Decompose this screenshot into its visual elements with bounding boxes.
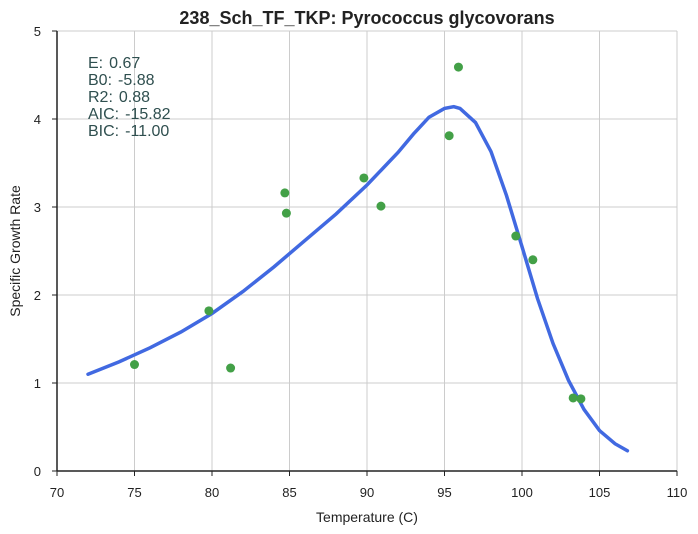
- x-axis-label: Temperature (C): [316, 509, 418, 525]
- data-point: [226, 363, 236, 373]
- data-point: [204, 306, 214, 316]
- tick-labels: 70 75 80 85 90 95 100 105 110 0 1 2 3 4 5: [34, 24, 688, 500]
- stat-name: AIC:: [88, 106, 119, 123]
- stat-line: AIC: -15.82: [88, 106, 171, 123]
- y-tick-label: 0: [34, 464, 41, 479]
- x-tick-label: 100: [511, 485, 533, 500]
- y-tick-label: 4: [34, 112, 41, 127]
- y-tick-label: 5: [34, 24, 41, 39]
- data-point: [359, 173, 369, 183]
- stat-name: BIC:: [88, 123, 119, 140]
- x-tick-label: 95: [437, 485, 451, 500]
- data-point: [376, 201, 386, 211]
- y-axis-label: Specific Growth Rate: [7, 185, 23, 317]
- x-tick-label: 80: [205, 485, 219, 500]
- stat-name: E:: [88, 55, 103, 72]
- stat-line: B0: -5.88: [88, 72, 155, 89]
- stat-name: R2:: [88, 89, 113, 106]
- stat-line: BIC: -11.00: [88, 123, 169, 140]
- data-point: [453, 62, 463, 72]
- y-tick-label: 3: [34, 200, 41, 215]
- data-point: [281, 208, 291, 218]
- x-tick-label: 110: [667, 485, 688, 500]
- chart-title: 238_Sch_TF_TKP: Pyrococcus glycovorans: [179, 8, 554, 28]
- data-point: [130, 360, 139, 370]
- data-point: [568, 393, 578, 403]
- stat-line: R2: 0.88: [88, 89, 150, 106]
- stat-value: -5.88: [118, 72, 155, 89]
- x-tick-label: 90: [360, 485, 374, 500]
- stat-value: 0.88: [119, 89, 150, 106]
- fit-curve: [86, 104, 630, 453]
- data-point: [511, 231, 521, 241]
- y-tick-label: 1: [34, 376, 41, 391]
- data-point: [280, 188, 290, 198]
- stat-value: -11.00: [125, 123, 169, 140]
- data-points: [130, 62, 586, 404]
- x-tick-label: 75: [127, 485, 141, 500]
- data-point: [444, 131, 454, 141]
- data-point: [528, 255, 538, 265]
- stat-name: B0:: [88, 72, 112, 89]
- x-tick-label: 70: [50, 485, 64, 500]
- stat-value: 0.67: [109, 55, 140, 72]
- y-tick-label: 2: [34, 288, 41, 303]
- stat-value: -15.82: [125, 106, 170, 123]
- x-tick-label: 105: [589, 485, 611, 500]
- stat-line: E: 0.67: [88, 55, 140, 72]
- x-tick-label: 85: [282, 485, 296, 500]
- data-point: [576, 394, 586, 404]
